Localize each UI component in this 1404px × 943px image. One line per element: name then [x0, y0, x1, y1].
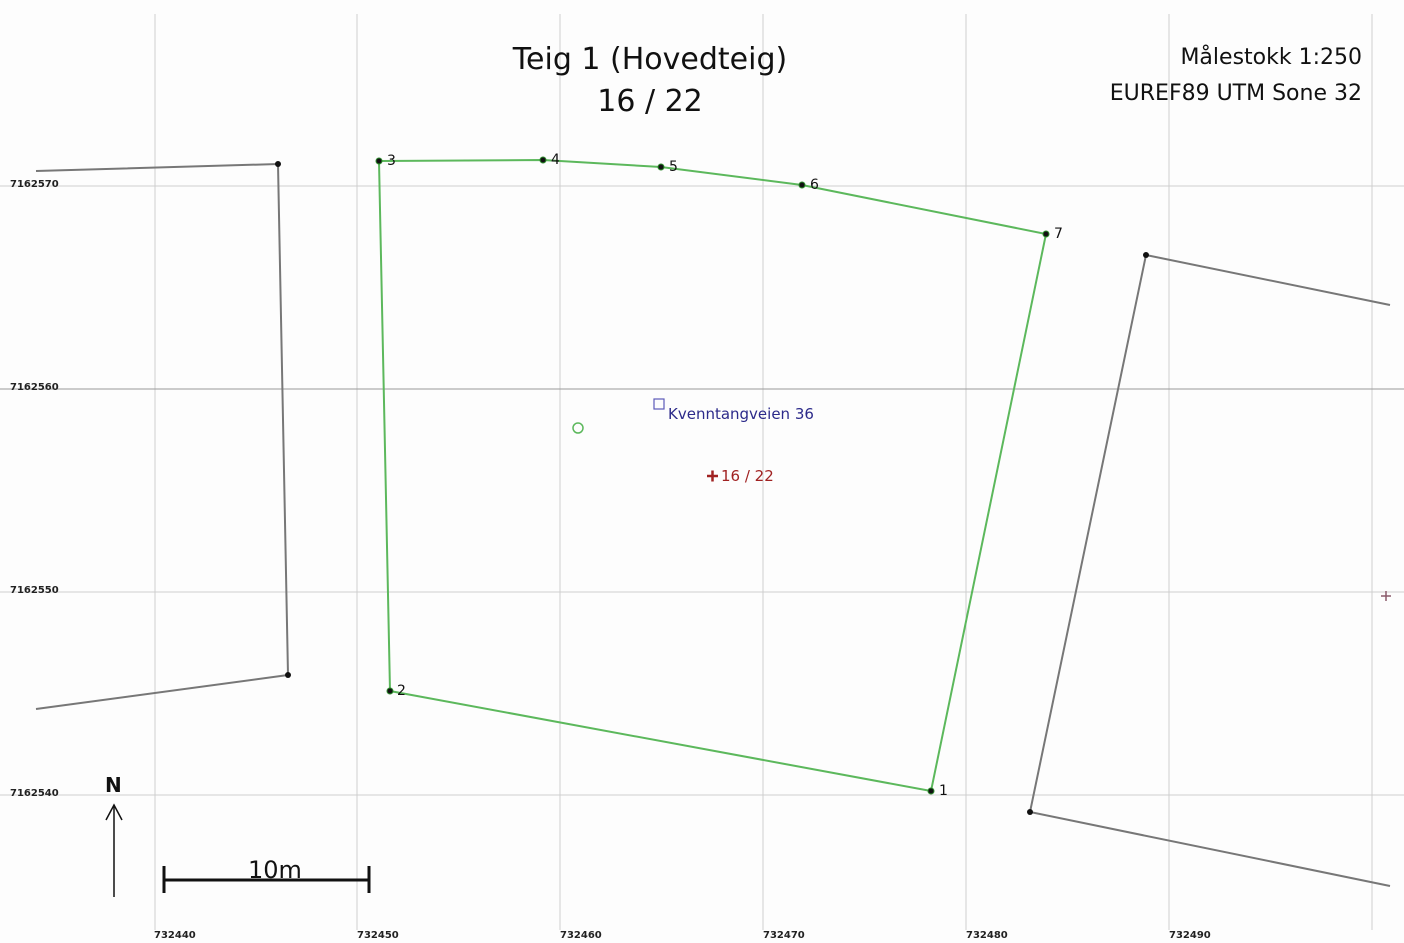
- address-marker-icon[interactable]: [653, 398, 665, 410]
- neighbour-vertices: [275, 161, 1149, 815]
- parcel-boundary[interactable]: [377, 158, 1048, 793]
- grid-lines: [0, 14, 1404, 930]
- grid-label-x: 732440: [154, 930, 196, 941]
- grid-label-y: 7162560: [10, 382, 59, 393]
- grid-label-y: 7162570: [10, 179, 59, 190]
- grid-label-x: 732470: [763, 930, 805, 941]
- address-label[interactable]: Kvenntangveien 36: [668, 405, 814, 423]
- vertex-label-2: 2: [397, 683, 406, 699]
- grid-label-x: 732490: [1169, 930, 1211, 941]
- parcel-vertex-6[interactable]: [798, 181, 806, 189]
- parcel-vertex-2[interactable]: [386, 687, 394, 695]
- parcel-vertices: [375, 156, 1050, 795]
- parcel-vertex-4[interactable]: [539, 156, 547, 164]
- parcel-label: 16 / 22: [721, 467, 774, 485]
- grid-label-y: 7162540: [10, 788, 59, 799]
- scale-text: Målestokk 1:250: [1180, 45, 1362, 70]
- crs-text: EUREF89 UTM Sone 32: [1109, 81, 1362, 106]
- grid-label-x: 732480: [966, 930, 1008, 941]
- vertex-label-7: 7: [1054, 226, 1063, 242]
- grid-label-x: 732450: [357, 930, 399, 941]
- vertex-label-5: 5: [669, 159, 678, 175]
- neighbour-vertex: [275, 161, 281, 167]
- scale-bar-label: 10m: [248, 856, 302, 884]
- grid-label-x: 732460: [560, 930, 602, 941]
- grid-label-y: 7162550: [10, 585, 59, 596]
- north-arrow-icon: [105, 803, 123, 897]
- parcel-vertex-1[interactable]: [927, 787, 935, 795]
- edge-cross-icon: [1381, 591, 1391, 601]
- neighbour-vertex: [1143, 252, 1149, 258]
- neighbour-vertex: [1027, 809, 1033, 815]
- neighbour-boundary-east: [1028, 253, 1391, 887]
- vertex-label-6: 6: [810, 177, 819, 193]
- parcel-vertex-3[interactable]: [375, 157, 383, 165]
- neighbour-vertex: [285, 672, 291, 678]
- north-label: N: [105, 773, 122, 797]
- scale-bar: [162, 866, 371, 893]
- parcel-vertex-5[interactable]: [657, 163, 665, 171]
- map-title: Teig 1 (Hovedteig): [512, 42, 788, 77]
- map-subtitle: 16 / 22: [597, 84, 703, 119]
- parcel-cross-icon: [707, 470, 718, 482]
- neighbour-boundaries: [35, 162, 1391, 887]
- vertex-label-1: 1: [939, 783, 948, 799]
- vertex-label-3: 3: [387, 153, 396, 169]
- centroid-circle-icon: [572, 422, 584, 434]
- neighbour-boundary-west: [35, 162, 290, 710]
- parcel-vertex-7[interactable]: [1042, 230, 1050, 238]
- vertex-label-4: 4: [551, 152, 560, 168]
